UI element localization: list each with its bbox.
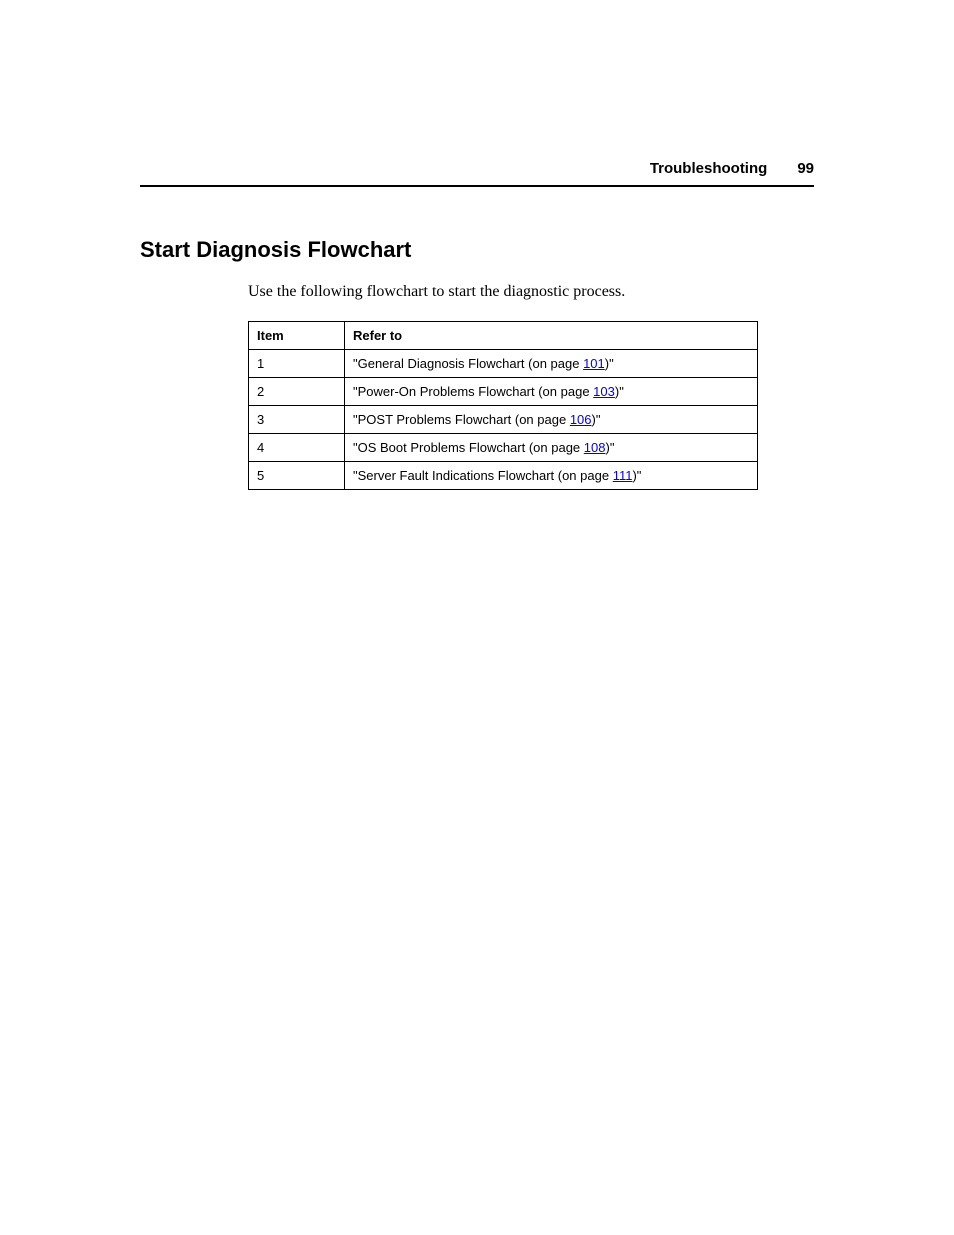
cell-refer: "Server Fault Indications Flowchart (on …	[345, 462, 758, 490]
table-row: 5 "Server Fault Indications Flowchart (o…	[249, 462, 758, 490]
refer-text-suffix: )"	[632, 468, 641, 483]
table-row: 4 "OS Boot Problems Flowchart (on page 1…	[249, 434, 758, 462]
page-link[interactable]: 101	[583, 356, 605, 371]
page-header: Troubleshooting 99	[140, 160, 814, 187]
refer-text-suffix: )"	[592, 412, 601, 427]
col-header-refer: Refer to	[345, 322, 758, 350]
table-row: 1 "General Diagnosis Flowchart (on page …	[249, 350, 758, 378]
page-title: Start Diagnosis Flowchart	[140, 237, 814, 263]
page-link[interactable]: 108	[584, 440, 606, 455]
cell-refer: "OS Boot Problems Flowchart (on page 108…	[345, 434, 758, 462]
table-row: 3 "POST Problems Flowchart (on page 106)…	[249, 406, 758, 434]
refer-text-suffix: )"	[615, 384, 624, 399]
page-link[interactable]: 111	[613, 468, 633, 483]
table-header-row: Item Refer to	[249, 322, 758, 350]
header-page-number: 99	[797, 160, 814, 177]
page-link[interactable]: 103	[593, 384, 615, 399]
cell-item: 1	[249, 350, 345, 378]
cell-item: 4	[249, 434, 345, 462]
table-row: 2 "Power-On Problems Flowchart (on page …	[249, 378, 758, 406]
page-link[interactable]: 106	[570, 412, 592, 427]
cell-refer: "POST Problems Flowchart (on page 106)"	[345, 406, 758, 434]
refer-text-prefix: "Power-On Problems Flowchart (on page	[353, 384, 593, 399]
refer-text-suffix: )"	[605, 356, 614, 371]
cell-refer: "Power-On Problems Flowchart (on page 10…	[345, 378, 758, 406]
intro-text: Use the following flowchart to start the…	[248, 283, 814, 301]
refer-text-prefix: "Server Fault Indications Flowchart (on …	[353, 468, 613, 483]
reference-table: Item Refer to 1 "General Diagnosis Flowc…	[248, 321, 758, 490]
cell-item: 2	[249, 378, 345, 406]
refer-text-prefix: "POST Problems Flowchart (on page	[353, 412, 570, 427]
refer-text-suffix: )"	[605, 440, 614, 455]
col-header-item: Item	[249, 322, 345, 350]
header-section-label: Troubleshooting	[650, 160, 768, 177]
cell-refer: "General Diagnosis Flowchart (on page 10…	[345, 350, 758, 378]
refer-text-prefix: "General Diagnosis Flowchart (on page	[353, 356, 583, 371]
refer-text-prefix: "OS Boot Problems Flowchart (on page	[353, 440, 584, 455]
cell-item: 3	[249, 406, 345, 434]
cell-item: 5	[249, 462, 345, 490]
